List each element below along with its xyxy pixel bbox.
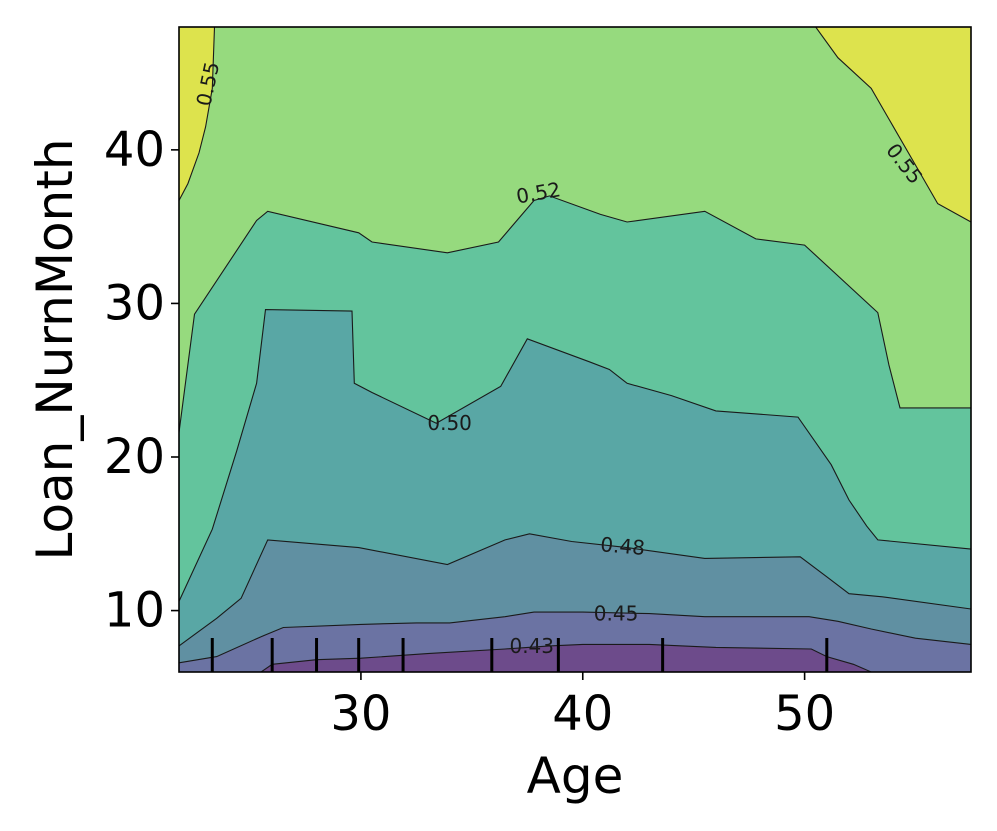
plot-frame [178, 26, 972, 673]
x-axis-label: Age [527, 747, 624, 805]
contour-line [178, 309, 972, 602]
x-axis: 30 40 50 [330, 672, 835, 742]
contour-line [179, 643, 971, 673]
y-tick-label: 20 [104, 429, 165, 485]
contour-label: 0.50 [427, 411, 472, 435]
contour-label: 0.45 [594, 602, 639, 626]
contour-line [178, 611, 972, 664]
contour-label: 0.43 [509, 634, 554, 658]
contour-line [178, 195, 971, 433]
contour-line [178, 533, 972, 647]
y-tick-label: 30 [104, 275, 165, 331]
contour-label: 0.48 [599, 532, 645, 560]
plot-area [179, 27, 971, 672]
contour-band [179, 644, 971, 672]
y-tick-label: 40 [104, 122, 165, 178]
y-axis-label: Loan_NurnMonth [26, 138, 84, 560]
x-tick-label: 40 [552, 686, 613, 742]
y-axis: 10 20 30 40 [104, 122, 179, 639]
rug-marks [210, 638, 829, 672]
contour-lines [178, 26, 972, 673]
y-tick-label: 10 [104, 583, 165, 639]
x-tick-label: 30 [330, 686, 391, 742]
x-tick-label: 50 [774, 686, 835, 742]
